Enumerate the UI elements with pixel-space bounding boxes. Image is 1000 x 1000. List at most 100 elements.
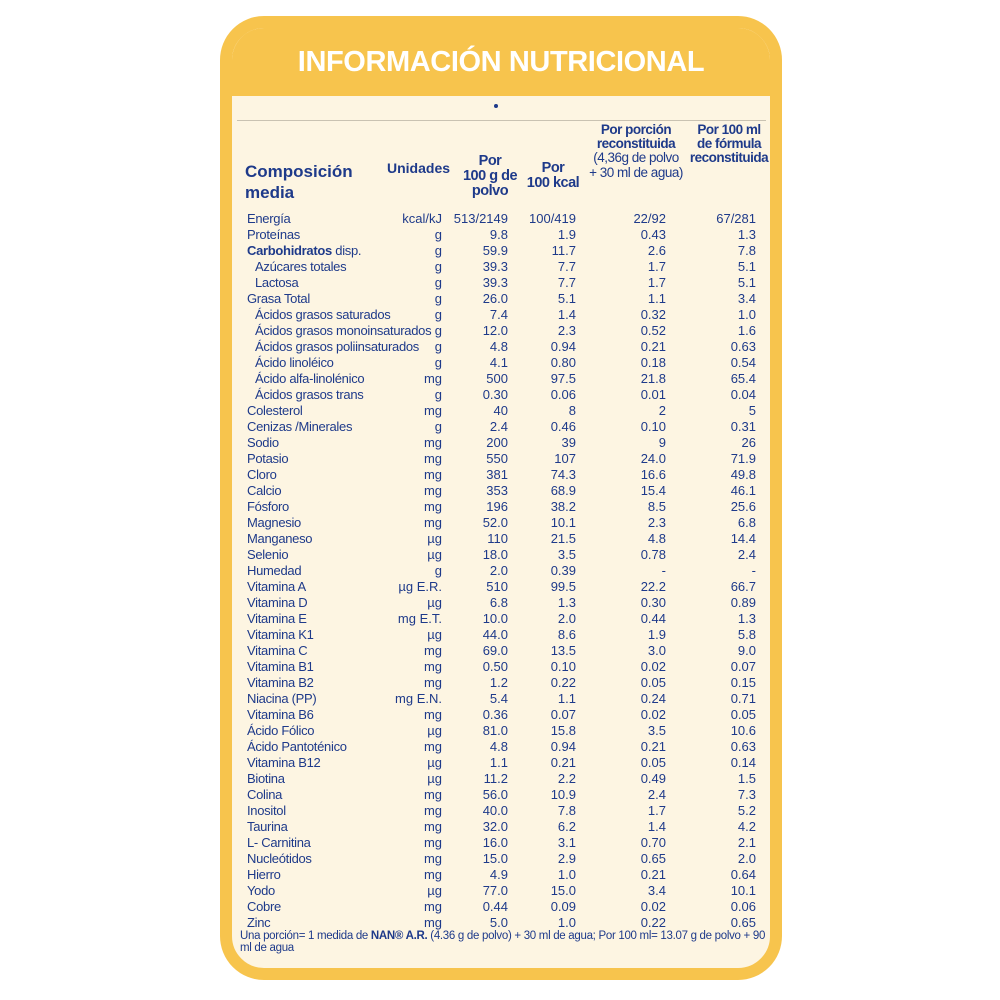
value-per-portion: 1.1	[647, 291, 666, 306]
header-composicion-line1: Composición	[245, 162, 353, 181]
value-per-portion: 0.10	[640, 419, 666, 434]
value-per-100ml: 0.06	[730, 899, 756, 914]
value-per-100ml: 5.2	[737, 803, 756, 818]
value-per-100g: 32.0	[482, 819, 508, 834]
unit-cell: g	[434, 387, 442, 402]
value-per-portion: 0.78	[640, 547, 666, 562]
nutrient-name-text: Hierro	[247, 867, 281, 882]
value-per-100ml: 1.6	[737, 323, 756, 338]
nutrient-name: Vitamina B6	[247, 707, 314, 723]
unit-cell: g	[434, 419, 442, 434]
value-per-100kcal: 74.3	[550, 467, 576, 482]
nutrient-name-text: Potasio	[247, 451, 289, 466]
value-per-portion: 2.4	[647, 787, 666, 802]
nutrient-name: Ácido Fólico	[247, 723, 315, 739]
value-per-100ml: 2.4	[737, 547, 756, 562]
table-row: L- Carnitina mg 16.0 3.1 0.70 2.1	[237, 835, 766, 851]
nutrient-name: Inositol	[247, 803, 286, 819]
value-per-100ml: 0.07	[730, 659, 756, 674]
nutrient-name-text: Cloro	[247, 467, 277, 482]
value-per-100ml: 66.7	[730, 579, 756, 594]
table-row: Ácidos grasos poliinsaturados g 4.8 0.94 0.2…	[237, 339, 766, 355]
value-per-100kcal: 1.9	[557, 227, 576, 242]
nutrition-table: Composición media Unidades Por 100 g de …	[237, 120, 769, 930]
value-per-portion: 3.0	[647, 643, 666, 658]
unit-cell: mg	[423, 483, 442, 498]
value-per-portion: 16.6	[640, 467, 666, 482]
table-row: Vitamina B12 µg 1.1 0.21 0.05 0.14	[237, 755, 766, 771]
value-per-portion: 3.4	[647, 883, 666, 898]
value-per-100g: 1.2	[489, 675, 508, 690]
table-row: Vitamina E mg E.T. 10.0 2.0 0.44 1.3	[237, 611, 766, 627]
unit-cell: mg	[423, 499, 442, 514]
unit-cell: mg	[423, 371, 442, 386]
unit-cell: mg	[423, 851, 442, 866]
table-row: Inositol mg 40.0 7.8 1.7 5.2	[237, 803, 766, 819]
nutrient-name: Calcio	[247, 483, 282, 499]
footnote-pre: Una porción= 1 medida de	[240, 930, 371, 942]
value-per-100ml: 0.63	[730, 739, 756, 754]
nutrient-name-text: Calcio	[247, 483, 282, 498]
header-per-100ml-line3: reconstituida	[689, 150, 769, 166]
value-per-100ml: 71.9	[730, 451, 756, 466]
value-per-100g: 16.0	[482, 835, 508, 850]
nutrient-name-text: Manganeso	[247, 531, 313, 546]
value-per-100kcal: 3.1	[557, 835, 576, 850]
table-row: Carbohidratos disp. g 59.9 11.7 2.6 7.8	[237, 243, 766, 259]
unit-cell: µg	[427, 595, 442, 610]
value-per-100g: 12.0	[482, 323, 508, 338]
table-row: Vitamina A µg E.R. 510 99.5 22.2 66.7	[237, 579, 766, 595]
nutrient-name: Cloro	[247, 467, 277, 483]
nutrient-name: Vitamina B2	[247, 675, 314, 691]
value-per-100g: 44.0	[482, 627, 508, 642]
value-per-portion: 0.01	[640, 387, 666, 402]
value-per-100g: 0.44	[482, 899, 508, 914]
value-per-100ml: 6.8	[737, 515, 756, 530]
value-per-100kcal: 1.3	[557, 595, 576, 610]
value-per-100g: 59.9	[482, 243, 508, 258]
table-row: Ácido linoléico g 4.1 0.80 0.18 0.54	[237, 355, 766, 371]
unit-cell: g	[434, 243, 442, 258]
unit-cell: g	[434, 339, 442, 354]
value-per-100g: 7.4	[489, 307, 508, 322]
nutrient-name-text: Biotina	[247, 771, 285, 786]
value-per-portion: 4.8	[647, 531, 666, 546]
unit-cell: µg	[427, 771, 442, 786]
value-per-100g: 513/2149	[453, 211, 508, 226]
table-row: Ácidos grasos monoinsaturados g 12.0 2.3 0.5…	[237, 323, 766, 339]
value-per-portion: 1.7	[647, 259, 666, 274]
header-unidades: Unidades	[387, 160, 451, 176]
value-per-100ml: 0.63	[730, 339, 756, 354]
unit-cell: µg	[427, 883, 442, 898]
nutrient-name-text: Sodio	[247, 435, 279, 450]
nutrient-name-text: Selenio	[247, 547, 289, 562]
nutrient-name-text: Colina	[247, 787, 283, 802]
unit-cell: µg	[427, 755, 442, 770]
table-row: Nucleótidos mg 15.0 2.9 0.65 2.0	[237, 851, 766, 867]
value-per-100ml: 0.14	[730, 755, 756, 770]
nutrient-name-text: Yodo	[247, 883, 275, 898]
value-per-100g: 6.8	[489, 595, 508, 610]
value-per-portion: 22/92	[633, 211, 666, 226]
value-per-portion: 1.7	[647, 803, 666, 818]
value-per-100kcal: 0.94	[550, 739, 576, 754]
value-per-100ml: 5.1	[737, 275, 756, 290]
nutrient-name: Magnesio	[247, 515, 301, 531]
value-per-100kcal: 8	[568, 403, 576, 418]
table-row: Taurina mg 32.0 6.2 1.4 4.2	[237, 819, 766, 835]
decorative-dot	[494, 104, 498, 108]
value-per-100kcal: 0.39	[550, 563, 576, 578]
table-row: Fósforo mg 196 38.2 8.5 25.6	[237, 499, 766, 515]
nutrient-name: Sodio	[247, 435, 279, 451]
value-per-100ml: -	[751, 563, 756, 578]
value-per-100ml: 7.3	[737, 787, 756, 802]
value-per-portion: 2.6	[647, 243, 666, 258]
value-per-100g: 110	[487, 531, 508, 546]
unit-cell: mg	[423, 435, 442, 450]
unit-cell: g	[434, 291, 442, 306]
header-per-100g-line3: polvo	[471, 183, 509, 200]
nutrient-name: Grasa Total	[247, 291, 310, 307]
value-per-100kcal: 7.7	[557, 259, 576, 274]
nutrient-name: Humedad	[247, 563, 302, 579]
value-per-100g: 77.0	[482, 883, 508, 898]
